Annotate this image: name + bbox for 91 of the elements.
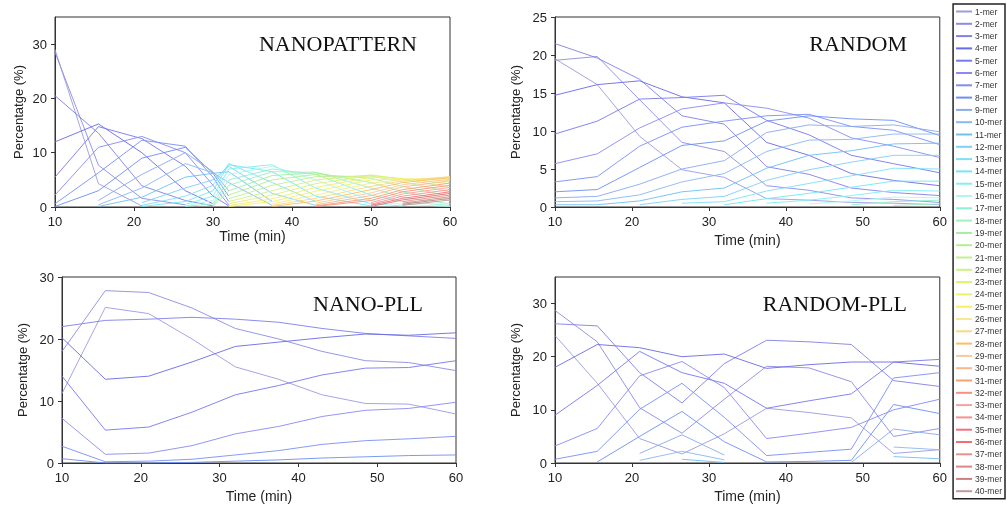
y-tick-label: 5 <box>539 161 547 177</box>
text: NANO-PLL <box>313 290 424 316</box>
legend-label: 37-mer <box>975 449 1003 460</box>
x-axis-title: Time (min) <box>225 487 293 504</box>
y-tick-label: 10 <box>532 402 547 418</box>
legend-label: 16-mer <box>975 191 1003 201</box>
legend-label: 24-mer <box>975 289 1003 300</box>
x-tick-label: 20 <box>624 214 640 229</box>
legend-label: 22-mer <box>975 264 1003 275</box>
x-tick-label: 60 <box>442 214 458 229</box>
legend-label: 10-mer <box>975 117 1003 128</box>
legend-label: 2-mer <box>975 18 998 29</box>
legend-label: 25-mer <box>975 301 1003 312</box>
legend-label: 15-mer <box>975 178 1003 189</box>
text: RANDOM <box>809 30 908 56</box>
text: NANOPATTERN <box>258 30 418 56</box>
x-axis-title: Time (min) <box>714 487 781 504</box>
legend-label: 28-mer <box>975 338 1003 349</box>
y-tick-label: 15 <box>532 85 547 101</box>
text: RANDOM-PLL <box>762 290 908 316</box>
x-tick-label: 50 <box>855 470 871 485</box>
y-axis-title: Percentatge (%) <box>507 65 523 159</box>
legend-label: 7-mer <box>975 80 998 91</box>
legend-label: 5-mer <box>975 55 998 66</box>
x-tick-label: 40 <box>284 214 300 229</box>
legend-label: 23-mer <box>975 277 1003 288</box>
legend-label: 32-mer <box>975 387 1003 398</box>
x-tick-label: 30 <box>701 214 717 229</box>
x-tick-label: 60 <box>932 470 947 485</box>
x-tick-label: 20 <box>133 470 149 485</box>
y-tick-label: 0 <box>46 455 54 471</box>
legend-label: 34-mer <box>975 412 1003 423</box>
y-axis-title: Percentatge (%) <box>14 323 30 417</box>
x-tick-label: 50 <box>855 214 871 229</box>
y-tick-label: 10 <box>532 123 547 139</box>
legend-label: 3-mer <box>975 31 998 42</box>
x-tick-label: 20 <box>126 214 142 229</box>
legend-label: 14-mer <box>975 166 1003 177</box>
x-tick-label: 10 <box>54 470 70 485</box>
x-tick-label: 40 <box>778 470 794 485</box>
legend-label: 17-mer <box>975 203 1003 214</box>
legend-label: 36-mer <box>975 437 1003 447</box>
y-tick-label: 30 <box>39 269 54 285</box>
legend-label: 12-mer <box>975 141 1003 152</box>
y-tick-label: 20 <box>39 331 54 347</box>
legend-label: 6-mer <box>975 68 998 78</box>
x-tick-label: 30 <box>212 470 227 485</box>
legend-label: 33-mer <box>975 400 1003 411</box>
y-axis-title: Percentatge (%) <box>11 65 26 159</box>
legend-label: 35-mer <box>975 424 1003 435</box>
legend-label: 31-mer <box>975 375 1003 386</box>
legend-label: 29-mer <box>975 350 1003 361</box>
x-tick-label: 20 <box>624 470 640 485</box>
legend-label: 27-mer <box>975 326 1003 337</box>
x-tick-label: 50 <box>363 214 379 229</box>
legend-label: 20-mer <box>975 240 1003 251</box>
y-axis-title: Percentatge (%) <box>507 323 523 417</box>
y-tick-label: 20 <box>32 90 47 106</box>
y-tick-label: 0 <box>539 455 547 471</box>
legend-label: 1-mer <box>975 6 998 17</box>
y-tick-label: 10 <box>32 145 47 161</box>
y-tick-label: 20 <box>532 349 547 365</box>
legend-label: 18-mer <box>975 215 1003 226</box>
y-tick-label: 25 <box>532 9 547 25</box>
y-tick-label: 10 <box>39 393 54 409</box>
legend-label: 38-mer <box>975 461 1003 472</box>
x-tick-label: 50 <box>369 470 385 485</box>
x-tick-label: 40 <box>778 214 794 229</box>
x-tick-label: 40 <box>291 470 306 485</box>
x-tick-label: 60 <box>448 470 464 485</box>
legend-label: 4-mer <box>975 43 998 54</box>
legend-label: 26-mer <box>975 314 1003 324</box>
y-tick-label: 30 <box>532 296 547 312</box>
x-axis-title: Time (min) <box>219 228 286 244</box>
x-tick-label: 30 <box>701 470 717 485</box>
legend-label: 8-mer <box>975 92 998 103</box>
legend-label: 19-mer <box>975 227 1003 238</box>
legend-label: 30-mer <box>975 363 1003 374</box>
x-tick-label: 30 <box>205 214 221 229</box>
legend-label: 11-mer <box>975 129 1002 140</box>
y-tick-label: 0 <box>539 199 547 215</box>
legend-label: 21-mer <box>975 252 1003 263</box>
y-tick-label: 0 <box>39 199 47 215</box>
x-axis-title: Time (min) <box>714 231 781 248</box>
y-tick-label: 30 <box>32 36 47 52</box>
legend-label: 13-mer <box>975 154 1003 165</box>
x-tick-label: 60 <box>932 214 947 229</box>
legend-label: 9-mer <box>975 104 998 115</box>
legend-label: 39-mer <box>975 473 1003 484</box>
legend-label: 40-mer <box>975 486 1003 497</box>
y-tick-label: 20 <box>532 47 547 63</box>
